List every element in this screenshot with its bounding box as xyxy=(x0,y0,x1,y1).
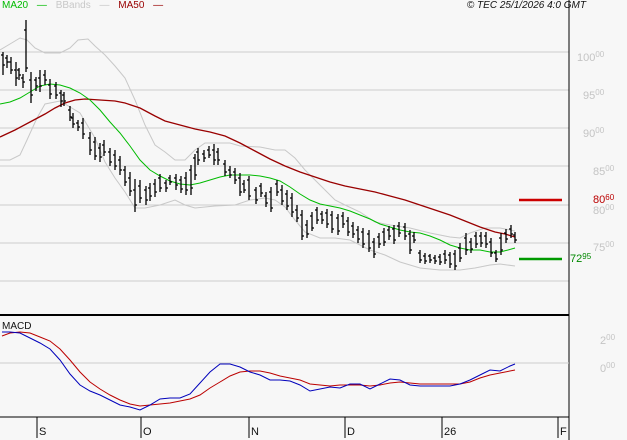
ma20-value-tag: 7295 xyxy=(570,252,592,265)
price-label-95: 9500 xyxy=(583,88,605,102)
legend-ma20: MA20 — xyxy=(2,0,47,11)
price-label-100: 10000 xyxy=(577,50,605,64)
x-label-dec: D xyxy=(347,426,355,438)
x-label-nov: N xyxy=(251,426,259,438)
macd-label-2: 200 xyxy=(600,333,616,347)
x-label-2026: 26 xyxy=(444,426,457,438)
macd-signal-line xyxy=(1,331,516,407)
macd-title: MACD xyxy=(2,321,32,332)
price-label-80: 8000 xyxy=(593,203,615,217)
chart-legend: MA20 — BBands — MA50 — xyxy=(2,0,169,12)
price-label-85: 8500 xyxy=(593,164,615,178)
x-label-oct: O xyxy=(143,426,152,438)
copyright-timestamp: © TEC 25/1/2026 4:0 GMT xyxy=(466,0,586,11)
legend-bbands: BBands — xyxy=(55,0,110,11)
macd-label-0: 000 xyxy=(600,361,616,375)
ma50-value-tag: 8060 xyxy=(593,193,615,206)
x-label-sep: S xyxy=(39,426,47,438)
bollinger-bands xyxy=(0,37,516,271)
price-gridlines xyxy=(0,51,569,282)
x-label-feb: F xyxy=(560,426,567,438)
ohlc-bars xyxy=(1,20,517,270)
price-label-90: 9000 xyxy=(583,126,605,140)
legend-ma50: MA50 — xyxy=(118,0,164,11)
macd-line xyxy=(2,331,516,411)
ma50-line xyxy=(0,98,516,238)
ma20-line xyxy=(0,83,516,253)
time-axis-ticks xyxy=(36,417,559,438)
price-label-75: 7500 xyxy=(593,240,615,254)
